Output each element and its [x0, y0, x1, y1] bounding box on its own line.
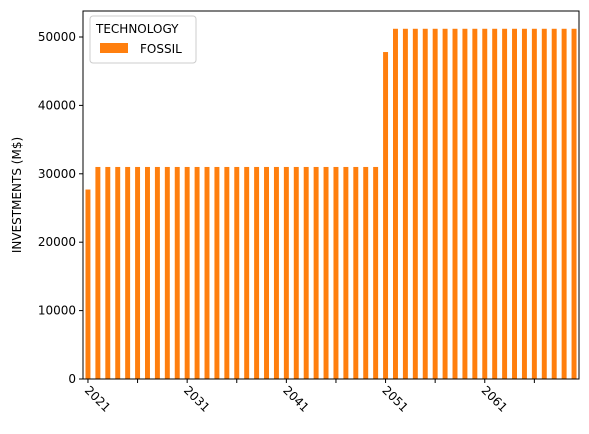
y-tick-label: 40000 — [38, 98, 76, 112]
bar-2047 — [343, 166, 349, 379]
y-tick-label: 10000 — [38, 304, 76, 318]
y-tick-label: 0 — [68, 372, 76, 386]
x-tick-label: 2041 — [280, 383, 311, 414]
x-tick-label: 2061 — [479, 383, 510, 414]
legend-label-fossil: FOSSIL — [140, 42, 182, 56]
bar-2064 — [512, 28, 517, 380]
bar-2058 — [452, 28, 458, 380]
bar-2027 — [145, 166, 150, 379]
legend: TECHNOLOGY FOSSIL — [89, 15, 197, 64]
bar-2036 — [234, 166, 240, 379]
bar-2059 — [462, 28, 468, 380]
bar-2035 — [224, 166, 230, 379]
x-tick-label: 2051 — [379, 383, 410, 414]
bar-2066 — [531, 28, 537, 380]
legend-swatch-fossil — [100, 43, 128, 53]
bar-2043 — [303, 166, 309, 379]
x-tick-label: 2021 — [82, 383, 113, 414]
bar-2032 — [194, 166, 200, 379]
bar-2042 — [293, 166, 299, 379]
bar-2050 — [373, 166, 379, 379]
y-tick-label: 50000 — [38, 30, 76, 44]
bar-2046 — [333, 166, 339, 379]
bars-group — [85, 28, 577, 380]
bar-2048 — [353, 166, 359, 379]
bar-2022 — [95, 166, 101, 379]
bar-2039 — [264, 166, 269, 379]
bar-2031 — [184, 166, 190, 379]
bar-2044 — [313, 166, 319, 379]
bar-2045 — [323, 166, 329, 379]
bar-2052 — [393, 28, 398, 380]
bar-2038 — [254, 166, 260, 379]
bar-2054 — [412, 28, 418, 380]
bar-2029 — [164, 166, 170, 379]
bar-2070 — [571, 28, 577, 380]
y-axis-label: INVESTMENTS (M$) — [10, 137, 24, 253]
y-tick-label: 30000 — [38, 167, 76, 181]
bar-2063 — [502, 28, 508, 380]
bar-2025 — [125, 166, 131, 379]
x-axis-ticks: 2021 2031 2041 2051 2061 — [82, 379, 535, 415]
bar-2051 — [383, 52, 389, 379]
bar-2049 — [363, 166, 369, 379]
bar-2068 — [551, 28, 557, 380]
bar-2055 — [422, 28, 428, 380]
bar-2040 — [273, 166, 279, 379]
bar-2034 — [214, 166, 220, 379]
bar-2037 — [244, 166, 250, 379]
legend-title: TECHNOLOGY — [95, 22, 179, 36]
bar-2057 — [442, 28, 448, 380]
bar-2021 — [85, 189, 91, 379]
bar-2056 — [432, 28, 438, 380]
bar-2033 — [204, 166, 210, 379]
bar-2041 — [283, 166, 289, 379]
bar-2024 — [115, 166, 121, 379]
bar-2023 — [105, 166, 111, 379]
bar-2028 — [154, 166, 160, 379]
bar-2030 — [174, 166, 180, 379]
x-tick-label: 2031 — [181, 383, 212, 414]
bar-2065 — [521, 28, 527, 380]
y-axis-ticks: 0 10000 20000 30000 40000 50000 — [38, 30, 83, 386]
bar-2061 — [482, 28, 488, 380]
bar-2026 — [135, 166, 141, 379]
y-tick-label: 20000 — [38, 235, 76, 249]
bar-2053 — [402, 28, 408, 380]
axes-frame — [82, 10, 580, 380]
bar-2069 — [561, 28, 567, 380]
bar-2060 — [472, 28, 478, 380]
bar-2062 — [492, 28, 498, 380]
bar-2067 — [541, 28, 547, 380]
